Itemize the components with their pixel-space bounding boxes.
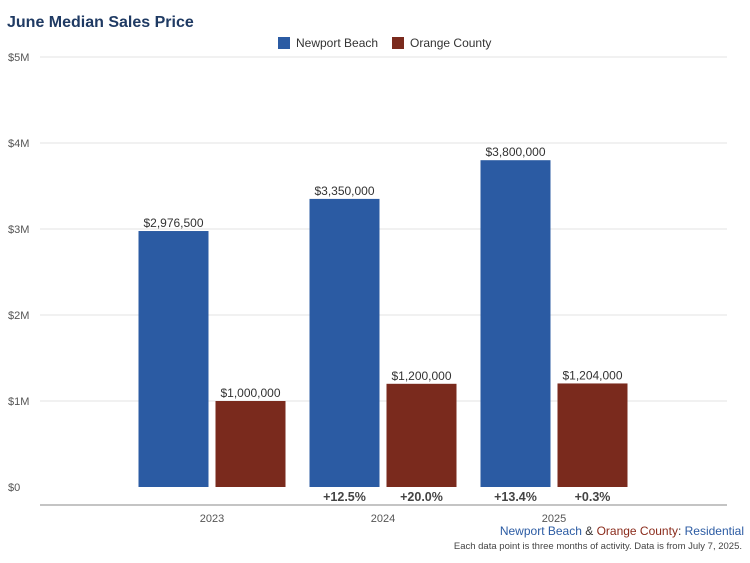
legend-item-orange-county[interactable]: Orange County	[392, 36, 491, 50]
data-label: $3,800,000	[485, 145, 545, 159]
bar-newport-beach	[138, 231, 209, 487]
change-label: +13.4%	[494, 490, 537, 504]
x-tick-label: 2024	[371, 513, 395, 525]
x-tick-label: 2025	[542, 513, 566, 525]
bar-newport-beach	[309, 198, 380, 487]
footer-source-amp: &	[581, 524, 597, 538]
y-tick-label: $2M	[8, 310, 29, 322]
data-label: $1,200,000	[391, 369, 451, 383]
bar-newport-beach	[480, 160, 551, 487]
bar-orange-county	[557, 383, 628, 487]
y-tick-label: $3M	[8, 224, 29, 236]
legend-item-newport-beach[interactable]: Newport Beach	[278, 36, 378, 50]
change-label: +12.5%	[323, 490, 366, 504]
change-label: +0.3%	[575, 490, 611, 504]
x-tick-label: 2023	[200, 513, 224, 525]
footer-note: Each data point is three months of activ…	[453, 541, 742, 552]
bar-orange-county	[386, 383, 457, 487]
y-tick-label: $0	[8, 482, 20, 494]
chart-title: June Median Sales Price	[7, 14, 194, 31]
y-tick-label: $5M	[8, 52, 29, 64]
footer-source: Newport Beach & Orange County: Residenti…	[500, 524, 744, 538]
y-tick-label: $1M	[8, 396, 29, 408]
y-tick-label: $4M	[8, 138, 29, 150]
data-label: $1,000,000	[220, 386, 280, 400]
data-label: $1,204,000	[562, 368, 622, 382]
bar-orange-county	[215, 401, 286, 487]
footer-source-colon: :	[677, 524, 685, 538]
legend-swatch-newport-beach	[278, 37, 290, 49]
data-label: $2,976,500	[143, 216, 203, 230]
legend-swatch-orange-county	[392, 37, 405, 49]
legend-label-orange-county: Orange County	[410, 36, 492, 50]
change-label: +20.0%	[400, 490, 443, 504]
footer-source-orange: Orange County	[596, 524, 678, 538]
footer-source-type: Residential	[684, 524, 744, 538]
footer-source-newport: Newport Beach	[499, 524, 582, 538]
legend: Newport Beach Orange County	[278, 36, 491, 50]
data-label: $3,350,000	[314, 184, 374, 198]
legend-label-newport-beach: Newport Beach	[296, 36, 379, 50]
